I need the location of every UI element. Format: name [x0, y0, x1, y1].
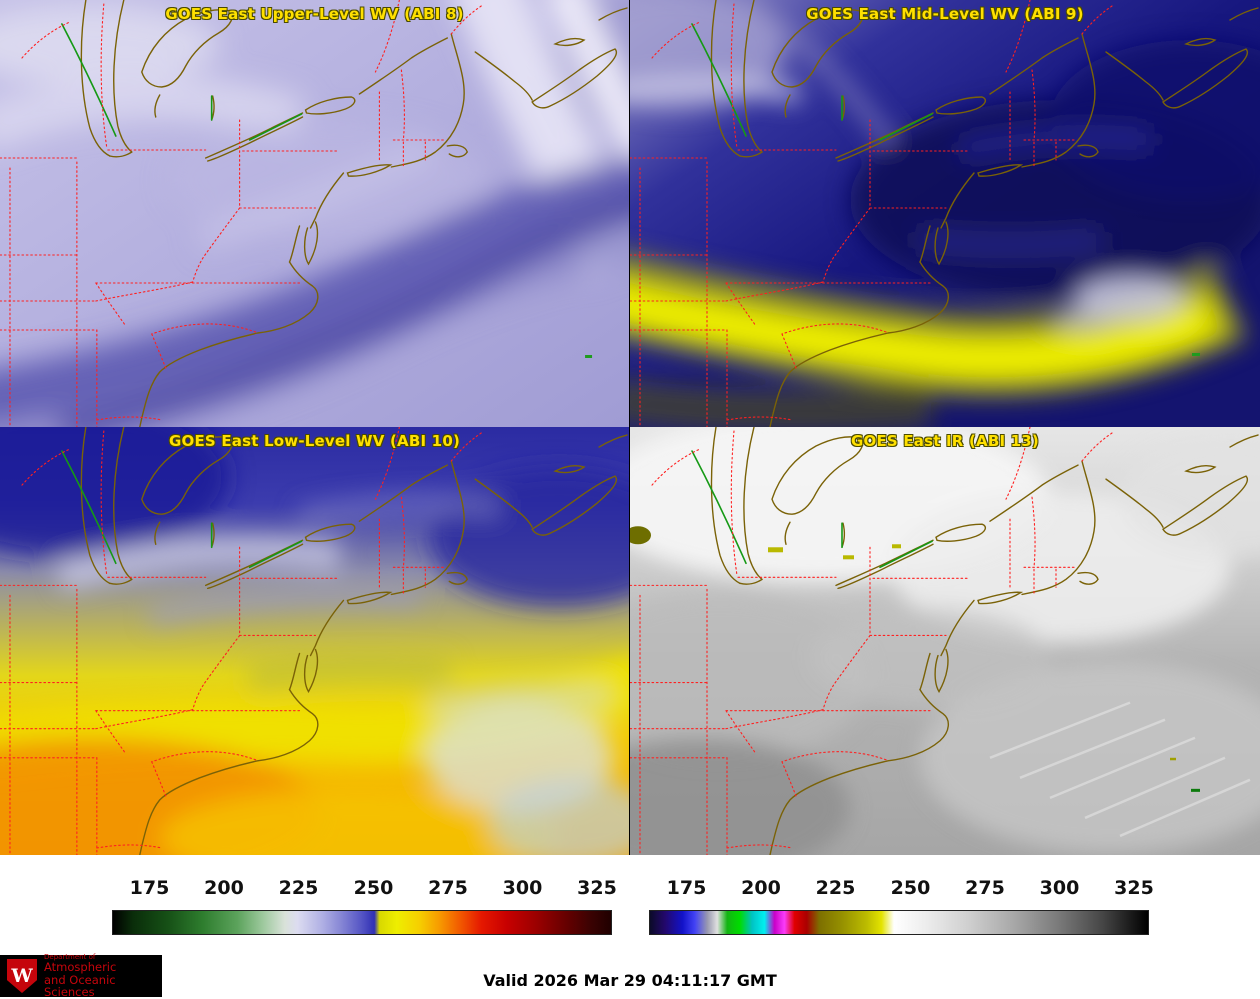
ir-tick-200: 200 [741, 877, 781, 899]
ir-tick-300: 300 [1039, 877, 1080, 899]
mid-wv-imagery [630, 0, 1260, 427]
wv-tick-300: 300 [502, 877, 543, 899]
panel-low-level-wv: GOES East Low-Level WV (ABI 10) [0, 427, 629, 855]
legend-footer-area: 175 200 225 250 275 300 325 175 200 225 … [0, 855, 1260, 999]
ir-tick-175: 175 [666, 877, 707, 899]
panel-ir: GOES East IR (ABI 13) [630, 427, 1260, 855]
wv-tick-325: 325 [577, 877, 617, 899]
wv-colorbar-ticks: 175 200 225 250 275 300 325 [112, 877, 617, 903]
panel-title-mid-wv: GOES East Mid-Level WV (ABI 9) [806, 5, 1084, 23]
wv-colorbar [112, 910, 612, 935]
map-overlay [0, 0, 628, 427]
ir-imagery [630, 427, 1260, 855]
panel-mid-level-wv: GOES East Mid-Level WV (ABI 9) [630, 0, 1260, 427]
wv-tick-175: 175 [129, 877, 170, 899]
ir-tick-325: 325 [1114, 877, 1154, 899]
wv-tick-250: 250 [353, 877, 394, 899]
panel-title-upper-wv: GOES East Upper-Level WV (ABI 8) [165, 5, 464, 23]
map-overlay [630, 0, 1259, 427]
satellite-panel-grid: GOES East Upper-Level WV (ABI 8) [0, 0, 1260, 855]
logo-atmos-line: Atmospheric [44, 960, 117, 975]
ir-tick-225: 225 [815, 877, 856, 899]
map-overlay [630, 427, 1259, 855]
panel-title-low-wv: GOES East Low-Level WV (ABI 10) [168, 432, 461, 450]
ir-tick-275: 275 [965, 877, 1005, 899]
ir-colorbar-ticks: 175 200 225 250 275 300 325 [649, 877, 1154, 903]
wv-tick-275: 275 [428, 877, 468, 899]
upper-wv-imagery [0, 0, 629, 427]
ir-colorbar-group: 175 200 225 250 275 300 325 [649, 855, 1154, 945]
ir-colorbar [649, 910, 1149, 935]
logo-dept-line: Department of [44, 952, 96, 961]
wv-colorbar-group: 175 200 225 250 275 300 325 [112, 855, 617, 945]
map-overlay [0, 427, 628, 855]
wv-tick-200: 200 [204, 877, 244, 899]
panel-title-ir: GOES East IR (ABI 13) [850, 432, 1039, 450]
logo-oceanic-line: and Oceanic Sciences [44, 972, 116, 999]
valid-time-label: Valid 2026 Mar 29 04:11:17 GMT [483, 971, 777, 990]
uw-aos-logo: W Department of Atmospheric and Oceanic … [0, 952, 162, 999]
ir-tick-250: 250 [890, 877, 931, 899]
wv-tick-225: 225 [278, 877, 319, 899]
panel-upper-level-wv: GOES East Upper-Level WV (ABI 8) [0, 0, 629, 427]
logo-text: Department of Atmospheric and Oceanic Sc… [44, 952, 155, 999]
